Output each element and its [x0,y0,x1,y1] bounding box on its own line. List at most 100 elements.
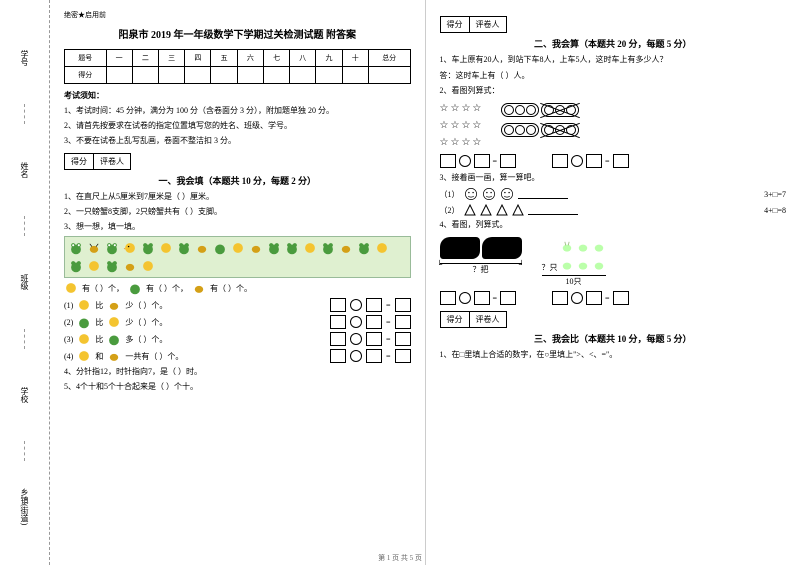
answer-box[interactable] [500,154,516,168]
compare-row-4: (4) 和 一共有（ ）个。 = [64,349,411,363]
q3-1: 1、在□里填上合适的数字，在○里填上">、<、="。 [440,349,787,361]
triangle-icon [464,204,476,216]
bee-icon [339,241,353,255]
chick-icon [123,241,137,255]
answer-box[interactable] [552,154,568,168]
q2-1-answer: 答：这时车上有（ ）人。 [440,70,787,81]
q2-3: 3、接着画一画，算一算吧。 [440,172,787,184]
frog-icon [105,241,119,255]
section-3-title: 三、我会比（本题共 10 分，每题 5 分） [440,332,787,345]
bunny-icon [592,239,606,253]
sidebar-xuexiao: 学校 [19,365,30,425]
bee-icon [192,281,206,295]
sidebar-banji: 班级 [19,252,30,312]
bunny-icon [560,239,574,253]
chick-icon [77,349,91,363]
chick-icon [231,241,245,255]
frog-icon [69,259,83,273]
sidebar-dash [24,216,25,236]
sidebar-xuehao: 学号 [19,28,30,88]
equation-row: = = [440,154,787,168]
answer-box[interactable] [474,154,490,168]
chick-icon [87,259,101,273]
answer-box[interactable] [395,315,411,329]
umbrella-bunny-problem: └ ┘ ？把 ？只 [440,235,787,287]
answer-box[interactable] [366,298,382,312]
right-column: 得分 评卷人 二、我会算（本题共 20 分，每题 5 分） 1、车上原有20人，… [426,0,800,565]
answer-box[interactable] [330,298,346,312]
answer-box[interactable] [395,332,411,346]
frog-icon [321,241,335,255]
frog-icon [357,241,371,255]
answer-circle[interactable] [350,350,362,362]
q1-4: 4、分针指12，时针指向7，是（ ）时。 [64,366,411,378]
unknown-label: ？把 [473,265,489,274]
table-row: 题号 一 二 三 四 五 六 七 八 九 十 总分 [65,50,411,67]
answer-circle[interactable] [350,333,362,345]
frog-icon [107,332,121,346]
q2-4: 4、看图，列算式。 [440,219,787,231]
score-defen: 得分 [64,153,94,170]
page-footer: 第 1 页 共 5 页 [0,553,800,563]
answer-box[interactable] [330,349,346,363]
rule-2: 2、请首先按要求在试卷的指定位置填写您的姓名、班级、学号。 [64,120,411,132]
sidebar-dash [24,104,25,124]
answer-box[interactable] [366,332,382,346]
answer-circle[interactable] [459,155,471,167]
triangle-icon [512,204,524,216]
smiley-icon [482,187,496,201]
q1-1: 1、在直尺上从5厘米到7厘米是（ ）厘米。 [64,191,411,203]
umbrella-group-icon [482,237,522,259]
answer-circle[interactable] [350,299,362,311]
draw-line[interactable] [518,189,568,199]
bunny-icon [560,257,574,271]
answer-box[interactable] [613,154,629,168]
chick-icon [64,281,78,295]
frog-icon [177,241,191,255]
answer-box[interactable] [395,349,411,363]
draw-line[interactable] [528,205,578,215]
bee-icon [249,241,263,255]
q1-3: 3、想一想，填一填。 [64,221,411,233]
sidebar-xiangzhen: 乡镇(街道) [19,477,30,537]
frog-icon [267,241,281,255]
chick-icon [159,241,173,255]
score-box: 得分 评卷人 [440,311,787,328]
bunny-icon [592,257,606,271]
star-icon: ☆ [440,103,449,114]
answer-box[interactable] [366,315,382,329]
chick-icon [375,241,389,255]
chick-icon [141,259,155,273]
compare-row-2: (2) 比 少（ ）个。 = [64,315,411,329]
smiley-icon [500,187,514,201]
frog-icon [77,315,91,329]
total-label: 10只 [566,277,582,286]
section-2-title: 二、我会算（本题共 20 分，每题 5 分） [440,37,787,50]
triangle-row: （2） 4+□=8 [440,204,787,216]
notes-head: 考试须知： [64,90,411,101]
answer-box[interactable] [395,298,411,312]
sidebar-dash [24,329,25,349]
oval-group-icon [501,103,539,117]
frog-icon [105,259,119,273]
q1-5: 5、4个十和5个十合起来是（ ）个十。 [64,381,411,393]
sidebar-xingming: 姓名 [19,140,30,200]
score-pingjuan: 评卷人 [94,153,131,170]
animal-picture-box [64,236,411,278]
answer-box[interactable] [366,349,382,363]
chick-icon [77,298,91,312]
answer-circle[interactable] [350,316,362,328]
section-1-title: 一、我会填（本题共 10 分，每题 2 分） [64,174,411,187]
compare-row-1: (1) 比 少（ ）个。 = [64,298,411,312]
answer-box[interactable] [586,154,602,168]
frog-icon [69,241,83,255]
answer-circle[interactable] [571,155,583,167]
answer-box[interactable] [330,315,346,329]
answer-box[interactable] [440,154,456,168]
answer-box[interactable] [330,332,346,346]
exam-title: 阳泉市 2019 年一年级数学下学期过关检测试题 附答案 [64,26,411,41]
count-row: 有（ ）个， 有（ ）个， 有（ ）个。 [64,281,411,295]
compare-row-3: (3) 比 多（ ）个。 = [64,332,411,346]
bee-icon [107,349,121,363]
rule-1: 1、考试时间：45 分钟，满分为 100 分（含卷面分 3 分），附加题单独 2… [64,105,411,117]
